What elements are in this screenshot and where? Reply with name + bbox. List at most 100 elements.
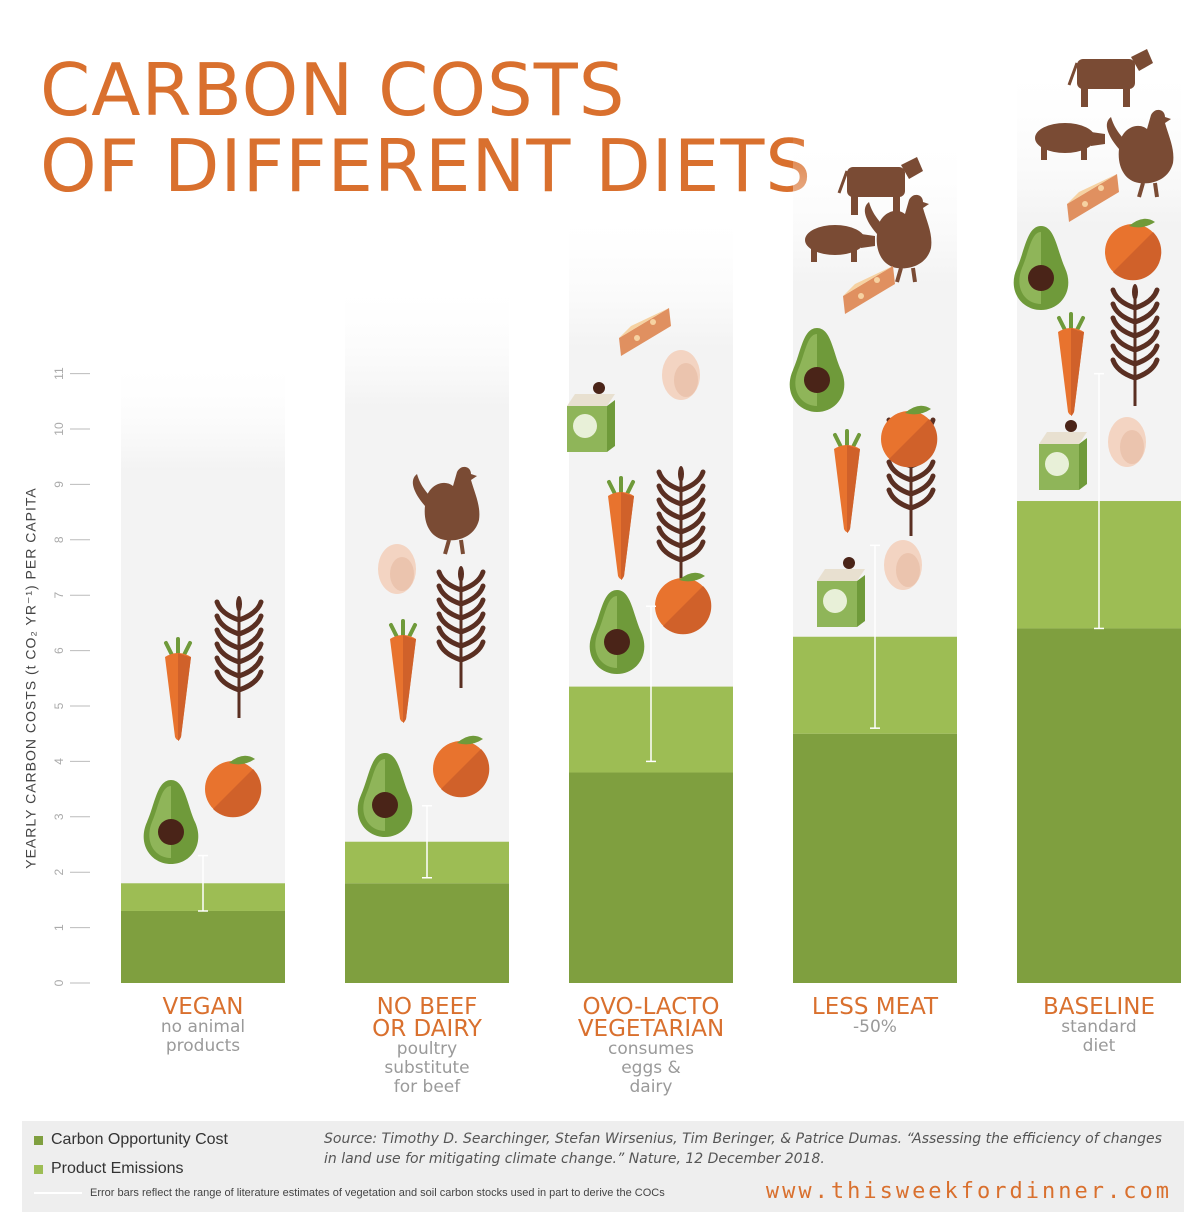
carton-top	[817, 569, 865, 581]
wheat-grain-right	[236, 627, 264, 651]
cheese-hole	[1098, 185, 1104, 191]
wheat-grain-right	[458, 597, 486, 621]
wheat-tip	[678, 466, 684, 482]
cheese-hole	[634, 335, 640, 341]
pig-snout	[1091, 132, 1105, 146]
wheat-grain-left	[656, 539, 684, 563]
cow-tail	[837, 170, 849, 194]
egg-icon	[884, 540, 922, 590]
cheese-side	[1067, 174, 1119, 222]
carrot-shade	[621, 492, 634, 580]
avocado-pit	[372, 792, 398, 818]
legend-swatch-pe	[34, 1164, 43, 1174]
y-tick-label: 5	[52, 702, 66, 709]
carrot-icon	[833, 429, 861, 533]
carrot-leaves	[164, 637, 192, 657]
cheese-icon	[619, 308, 671, 356]
carrot-leaves	[1057, 312, 1085, 332]
cow-head	[1131, 49, 1153, 71]
chicken-legs	[895, 267, 917, 283]
category-name-line: NO BEEF	[376, 994, 478, 1020]
milk-carton-icon	[817, 557, 865, 627]
orange-shade	[889, 419, 938, 468]
egg-shade	[674, 363, 698, 397]
wheat-grain-left	[1110, 329, 1138, 353]
carrot-shade	[1071, 328, 1084, 416]
orange-icon	[881, 405, 938, 468]
category-subtitle-line: products	[165, 1036, 241, 1056]
wheat-grain-left	[656, 483, 684, 507]
y-tick-label: 7	[52, 592, 66, 599]
category-subtitle-line: dairy	[629, 1077, 673, 1097]
bar-carbon-opportunity-cost	[793, 733, 957, 983]
website-link[interactable]: www.thisweekfordinner.com	[765, 1179, 1172, 1204]
category-name-line: OR DAIRY	[372, 1016, 482, 1042]
wheat-grain-right	[678, 497, 706, 521]
wheat-grain-right	[1132, 329, 1160, 353]
wheat-grain-right	[236, 599, 264, 623]
wheat-grain-right	[678, 525, 706, 549]
carton-side	[857, 575, 865, 627]
orange-shade	[213, 769, 262, 818]
legend-product-emissions: Product Emissions	[34, 1160, 184, 1178]
category-name: OVO-LACTO VEGETARIAN	[541, 996, 761, 1041]
cheese-side	[619, 308, 671, 356]
chicken-tail	[1106, 117, 1125, 149]
wheat-grain-left	[656, 497, 684, 521]
category-subtitle-line: consumes	[607, 1039, 695, 1059]
chicken-tail	[412, 474, 431, 506]
cow-leg	[1081, 85, 1088, 107]
wheat-grain-left	[436, 625, 464, 649]
legend-label-pe: Product Emissions	[51, 1160, 184, 1177]
orange-icon	[655, 572, 712, 635]
footer: Carbon Opportunity Cost Product Emission…	[22, 1121, 1184, 1212]
wheat-icon	[656, 466, 706, 588]
cow-icon	[1067, 49, 1153, 107]
category-subtitle: poultry substitute for beef	[317, 1040, 537, 1097]
wheat-grain-right	[1132, 343, 1160, 367]
category-subtitle-line: diet	[1082, 1036, 1116, 1056]
wheat-grain-left	[886, 487, 914, 511]
carrot-icon	[1057, 312, 1085, 416]
avocado-icon	[1013, 226, 1069, 310]
wheat-grain-right	[236, 669, 264, 693]
orange-shade	[1113, 232, 1162, 281]
orange-icon	[205, 755, 262, 818]
chicken-icon	[1106, 109, 1174, 198]
wheat-grain-right	[1132, 287, 1160, 311]
chicken-body	[424, 466, 480, 541]
pig-leg	[1041, 144, 1047, 160]
cheese-top	[843, 266, 893, 296]
carton-cap	[593, 382, 605, 394]
wheat-grain-right	[678, 511, 706, 535]
y-tick-label: 0	[52, 979, 66, 986]
chicken-tail	[864, 202, 883, 234]
wheat-grain-left	[1110, 315, 1138, 339]
chicken-legs	[443, 539, 465, 555]
carrot-shade	[178, 653, 191, 741]
bar-carbon-opportunity-cost	[1017, 628, 1181, 983]
pig-body	[805, 225, 865, 255]
wheat-grain-right	[908, 473, 936, 497]
wheat-grain-right	[458, 583, 486, 607]
orange-leaf	[679, 572, 705, 582]
wheat-grain-left	[214, 627, 242, 651]
avocado-icon	[357, 753, 413, 837]
legend-label-coc: Carbon Opportunity Cost	[51, 1131, 228, 1148]
wheat-grain-right	[908, 459, 936, 483]
cow-body	[1077, 59, 1135, 89]
carrot-shade	[847, 445, 860, 533]
category-subtitle-line: -50%	[853, 1017, 897, 1037]
wheat-grain-left	[1110, 343, 1138, 367]
pig-leg	[1081, 144, 1087, 160]
carrot-shade	[403, 635, 416, 723]
egg-icon	[662, 350, 700, 400]
cheese-top	[619, 308, 669, 338]
pig-snout	[861, 234, 875, 248]
y-tick-label: 4	[52, 758, 66, 765]
wheat-grain-left	[214, 669, 242, 693]
avocado-pit	[1028, 265, 1054, 291]
wheat-grain-left	[1110, 287, 1138, 311]
source-citation: Source: Timothy D. Searchinger, Stefan W…	[324, 1131, 1162, 1167]
carton-cap	[1065, 420, 1077, 432]
